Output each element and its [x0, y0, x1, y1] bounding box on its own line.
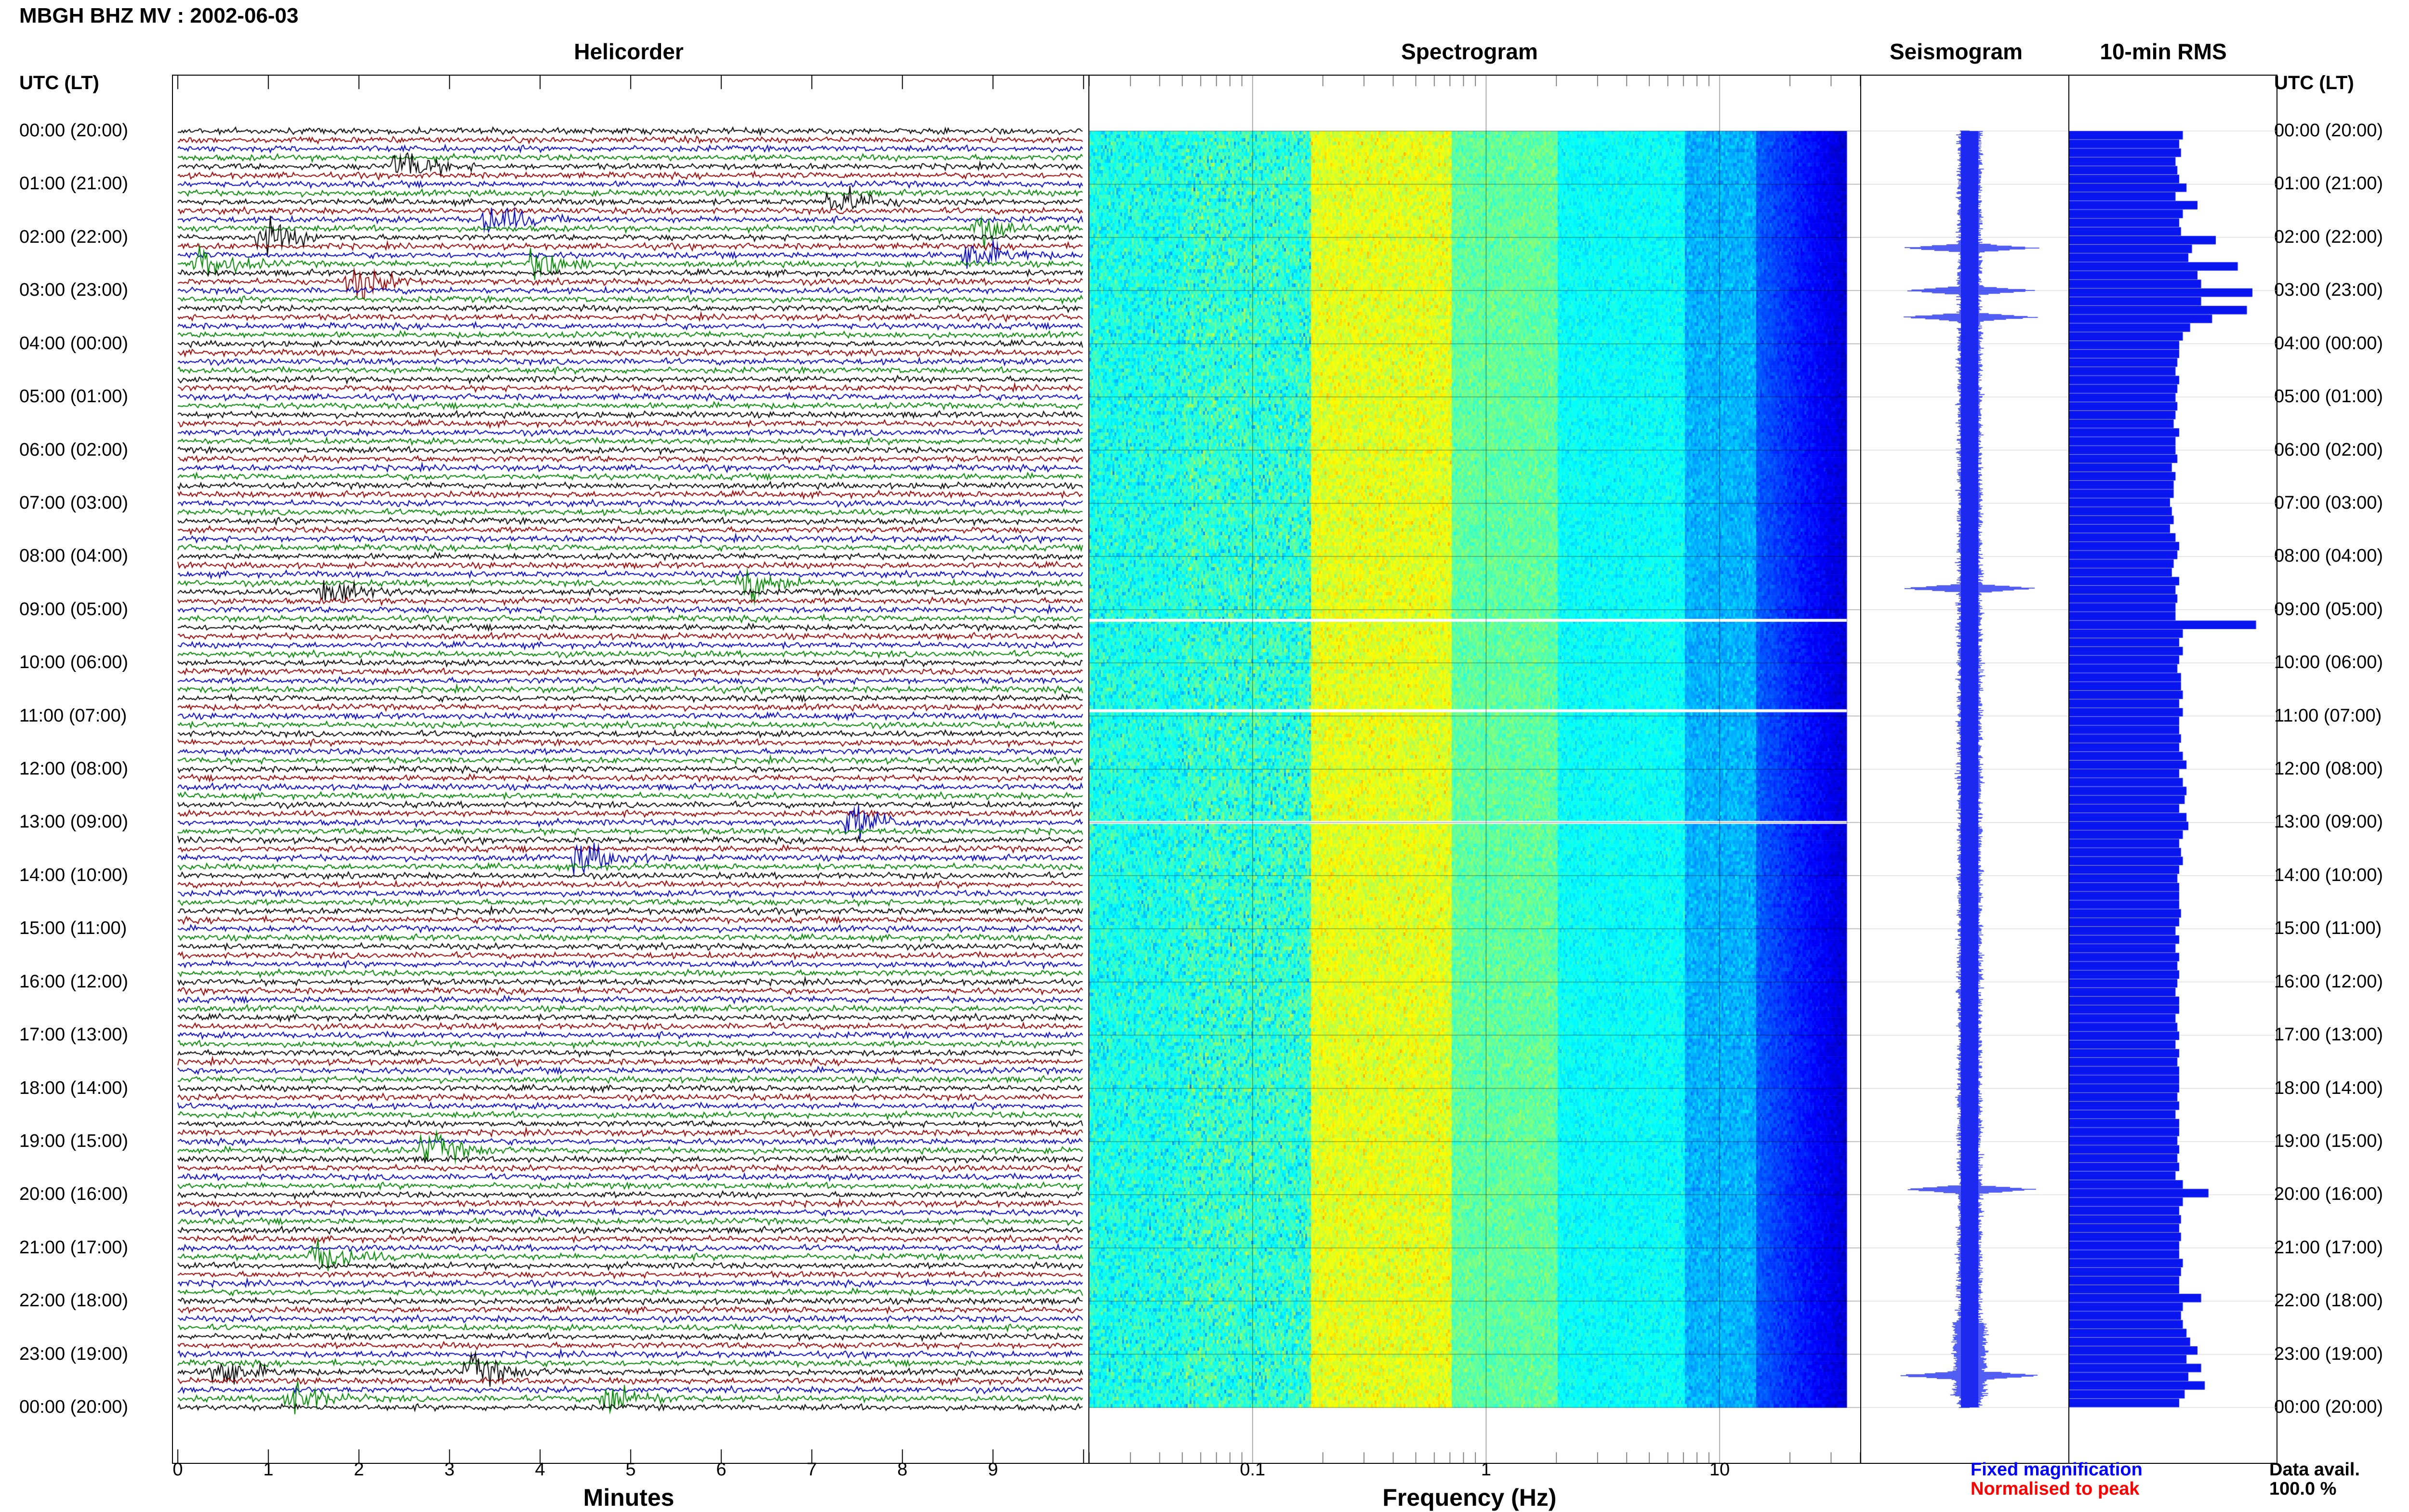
time-label-left: 13:00 (09:00): [19, 812, 129, 832]
time-label-left: 22:00 (18:00): [19, 1290, 129, 1311]
time-label-left: 14:00 (10:00): [19, 865, 129, 885]
spectrogram-plot: [1088, 75, 1861, 1464]
time-label-right: 16:00 (12:00): [2274, 971, 2383, 992]
time-label-left: 08:00 (04:00): [19, 546, 129, 566]
time-label-left: 01:00 (21:00): [19, 173, 129, 194]
time-label-right: 04:00 (00:00): [2274, 333, 2383, 354]
time-label-left: 10:00 (06:00): [19, 652, 129, 673]
helicorder-x-axis-label: Minutes: [583, 1484, 675, 1511]
helicorder-x-tick: 2: [354, 1459, 364, 1480]
figure-title: MBGH BHZ MV : 2002-06-03: [19, 4, 299, 27]
spectrogram-panel-title: Spectrogram: [1401, 39, 1538, 64]
seismogram-plot: [1860, 75, 2069, 1464]
rms-panel-title: 10-min RMS: [2100, 39, 2227, 64]
time-label-left: 18:00 (14:00): [19, 1078, 129, 1098]
time-label-right: 22:00 (18:00): [2274, 1290, 2383, 1311]
time-label-right: 10:00 (06:00): [2274, 652, 2383, 673]
spectrogram-x-tick: 1: [1481, 1459, 1492, 1480]
time-label-left: 00:00 (20:00): [19, 1397, 129, 1417]
helicorder-panel-title: Helicorder: [574, 39, 684, 64]
time-label-right: 21:00 (17:00): [2274, 1237, 2383, 1258]
time-label-left: 07:00 (03:00): [19, 492, 129, 513]
time-label-left: 11:00 (07:00): [19, 705, 127, 726]
time-label-right: 09:00 (05:00): [2274, 599, 2383, 619]
spectrogram-x-axis-label: Frequency (Hz): [1382, 1484, 1557, 1511]
time-label-left: 05:00 (01:00): [19, 386, 129, 407]
utc-axis-label-left: UTC (LT): [19, 72, 99, 93]
spectrogram-x-tick: 0.1: [1240, 1459, 1266, 1480]
helicorder-plot: [172, 75, 1089, 1464]
time-label-right: 05:00 (01:00): [2274, 386, 2383, 407]
time-label-left: 21:00 (17:00): [19, 1237, 129, 1258]
data-avail-label: Data avail.: [2269, 1459, 2360, 1480]
seismogram-panel-title: Seismogram: [1889, 39, 2023, 64]
time-label-right: 08:00 (04:00): [2274, 546, 2383, 566]
utc-axis-label-right: UTC (LT): [2274, 72, 2354, 93]
time-label-left: 23:00 (19:00): [19, 1343, 129, 1364]
time-label-right: 11:00 (07:00): [2274, 705, 2382, 726]
time-label-left: 03:00 (23:00): [19, 280, 129, 301]
time-label-right: 17:00 (13:00): [2274, 1025, 2383, 1045]
time-label-right: 00:00 (20:00): [2274, 1397, 2383, 1417]
helicorder-x-tick: 3: [444, 1459, 455, 1480]
time-label-right: 18:00 (14:00): [2274, 1078, 2383, 1098]
helicorder-x-tick: 4: [535, 1459, 545, 1480]
time-label-left: 20:00 (16:00): [19, 1184, 129, 1205]
time-label-left: 06:00 (02:00): [19, 439, 129, 460]
rms-bar-plot: [2068, 75, 2277, 1464]
time-label-right: 15:00 (11:00): [2274, 918, 2382, 939]
time-label-right: 07:00 (03:00): [2274, 492, 2383, 513]
fixed-magnification-note: Fixed magnification: [1971, 1459, 2143, 1480]
time-label-right: 00:00 (20:00): [2274, 120, 2383, 141]
time-label-right: 14:00 (10:00): [2274, 865, 2383, 885]
time-label-left: 12:00 (08:00): [19, 759, 129, 779]
time-label-right: 03:00 (23:00): [2274, 280, 2383, 301]
time-label-left: 19:00 (15:00): [19, 1131, 129, 1151]
helicorder-x-tick: 8: [897, 1459, 908, 1480]
helicorder-x-tick: 0: [172, 1459, 183, 1480]
helicorder-x-tick: 5: [625, 1459, 636, 1480]
time-label-left: 15:00 (11:00): [19, 918, 127, 939]
helicorder-x-tick: 7: [807, 1459, 817, 1480]
normalised-to-peak-note: Normalised to peak: [1971, 1479, 2140, 1499]
time-label-right: 12:00 (08:00): [2274, 759, 2383, 779]
time-label-left: 02:00 (22:00): [19, 226, 129, 247]
time-label-right: 23:00 (19:00): [2274, 1343, 2383, 1364]
time-label-left: 04:00 (00:00): [19, 333, 129, 354]
time-label-right: 06:00 (02:00): [2274, 439, 2383, 460]
time-label-right: 01:00 (21:00): [2274, 173, 2383, 194]
time-label-right: 13:00 (09:00): [2274, 812, 2383, 832]
time-label-right: 19:00 (15:00): [2274, 1131, 2383, 1151]
time-label-left: 09:00 (05:00): [19, 599, 129, 619]
helicorder-x-tick: 1: [263, 1459, 274, 1480]
time-label-left: 16:00 (12:00): [19, 971, 129, 992]
helicorder-x-tick: 9: [988, 1459, 998, 1480]
spectrogram-x-tick: 10: [1709, 1459, 1730, 1480]
helicorder-x-tick: 6: [716, 1459, 727, 1480]
time-label-right: 20:00 (16:00): [2274, 1184, 2383, 1205]
time-label-left: 00:00 (20:00): [19, 120, 129, 141]
time-label-right: 02:00 (22:00): [2274, 226, 2383, 247]
data-avail-value: 100.0 %: [2269, 1479, 2337, 1499]
time-label-left: 17:00 (13:00): [19, 1025, 129, 1045]
